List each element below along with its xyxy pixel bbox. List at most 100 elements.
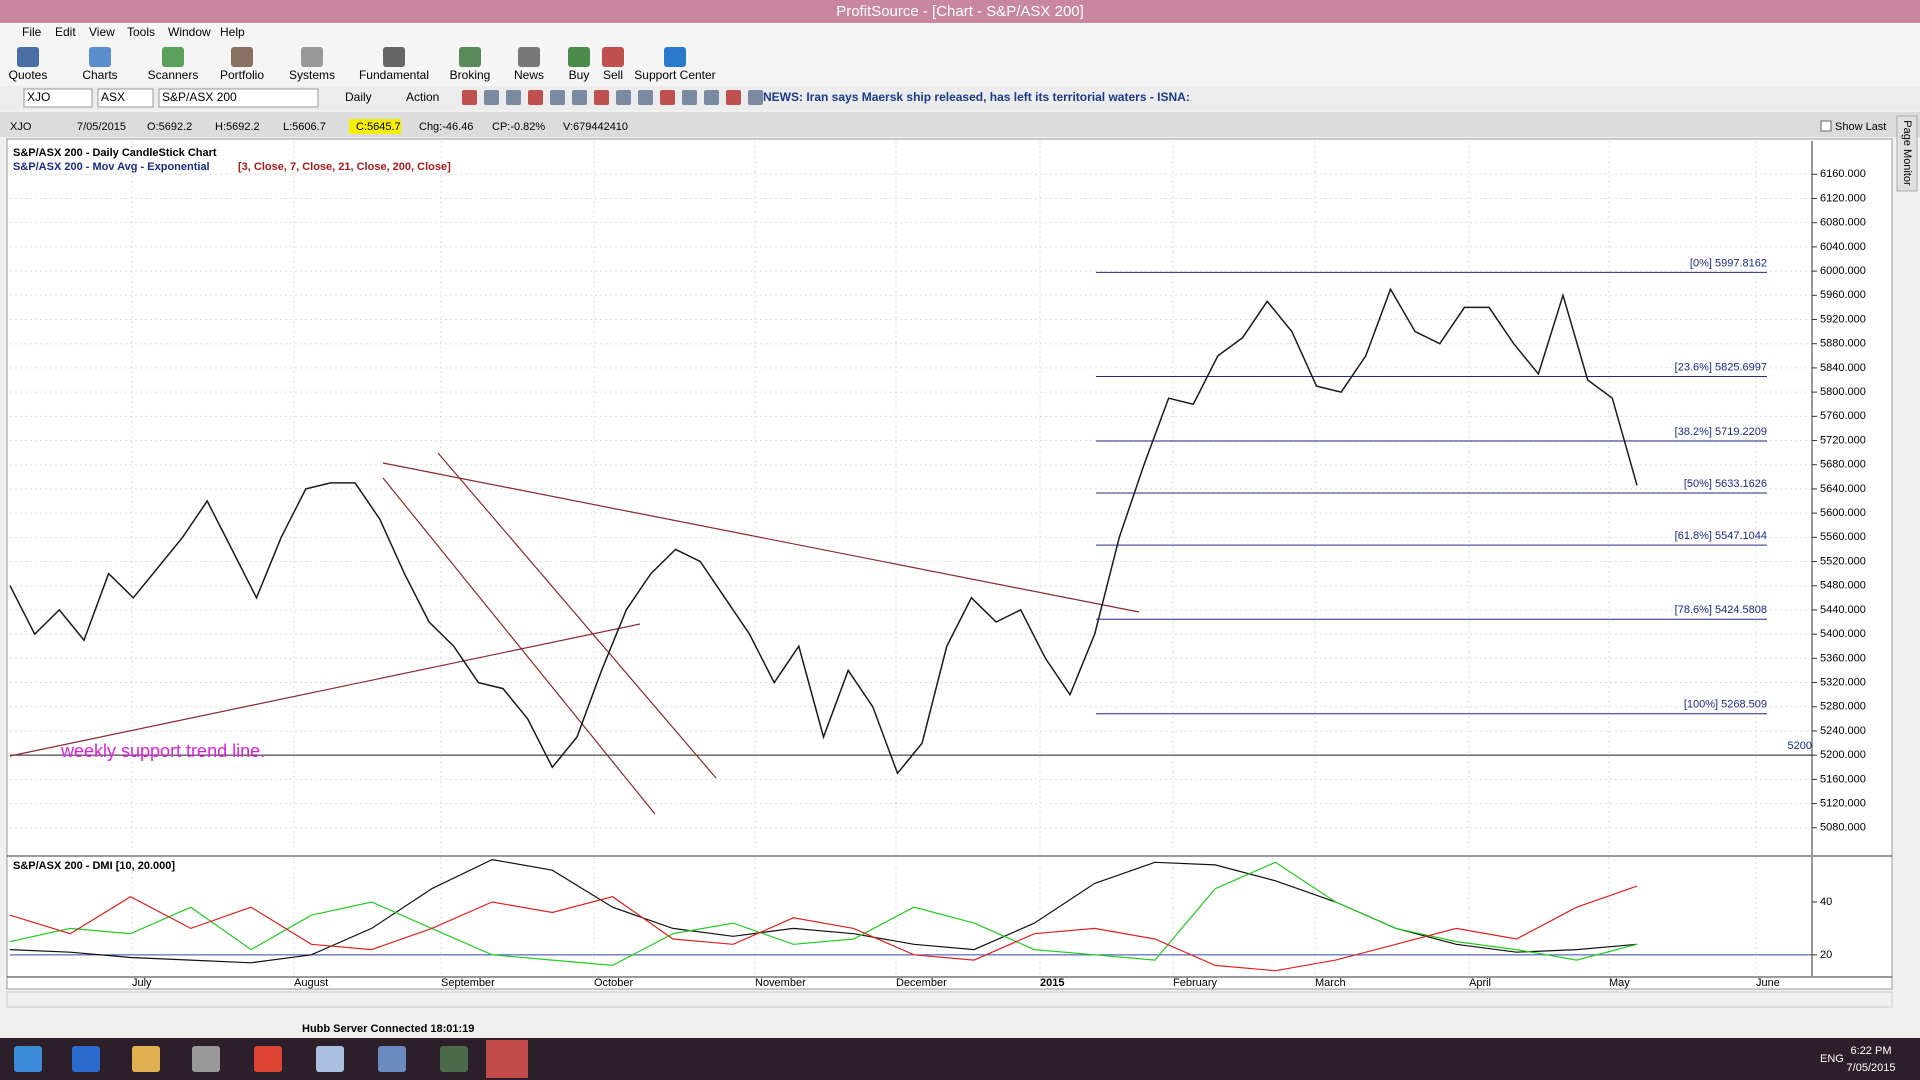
toolbar-icon[interactable] bbox=[17, 47, 39, 67]
support-label: 5200 bbox=[1788, 740, 1812, 752]
toolbar-label[interactable]: Sell bbox=[603, 68, 623, 82]
chart-title: S&P/ASX 200 - DMI [10, 20.000] bbox=[13, 860, 175, 872]
news-ticker[interactable]: NEWS: Iran says Maersk ship released, ha… bbox=[763, 90, 1190, 104]
taskbar bbox=[0, 1038, 1920, 1080]
trend-line bbox=[437, 452, 717, 779]
y-tick-label: 5840.000 bbox=[1820, 362, 1866, 374]
x-tick-label: February bbox=[1173, 977, 1218, 989]
taskbar-time: 6:22 PM bbox=[1851, 1045, 1892, 1057]
toolbar-icon[interactable] bbox=[459, 47, 481, 67]
toolbar-label[interactable]: Charts bbox=[82, 68, 117, 82]
toolbar-icon[interactable] bbox=[383, 47, 405, 67]
tool-icon[interactable] bbox=[484, 90, 499, 105]
toolbar-label[interactable]: Scanners bbox=[148, 68, 199, 82]
symbol-name[interactable]: S&P/ASX 200 bbox=[162, 90, 237, 104]
input-box[interactable] bbox=[158, 88, 319, 108]
input-box[interactable] bbox=[23, 88, 93, 108]
toolbar-icon[interactable] bbox=[568, 47, 590, 67]
y-tick-label: 5560.000 bbox=[1820, 531, 1866, 543]
tool-icon[interactable] bbox=[660, 90, 675, 105]
taskbar-app[interactable] bbox=[14, 1046, 42, 1072]
tool-icon[interactable] bbox=[704, 90, 719, 105]
taskbar-language: ENG bbox=[1820, 1053, 1844, 1065]
symbol-code[interactable]: XJO bbox=[27, 90, 50, 104]
y-tick-label: 5640.000 bbox=[1820, 483, 1866, 495]
period[interactable]: Daily bbox=[345, 90, 372, 104]
chart-title: S&P/ASX 200 - Daily CandleStick Chart bbox=[13, 147, 217, 159]
side-tab[interactable] bbox=[1896, 115, 1918, 192]
taskbar-app[interactable] bbox=[132, 1046, 160, 1072]
y-tick-label: 6160.000 bbox=[1820, 168, 1866, 180]
toolbar-icon[interactable] bbox=[162, 47, 184, 67]
x-tick-label: June bbox=[1756, 977, 1780, 989]
tool-icon[interactable] bbox=[726, 90, 741, 105]
tool-icon[interactable] bbox=[528, 90, 543, 105]
tool-icon[interactable] bbox=[638, 90, 653, 105]
tool-icon[interactable] bbox=[682, 90, 697, 105]
toolbar-label[interactable]: Broking bbox=[450, 68, 491, 82]
fib-label: [100%] 5268.509 bbox=[1684, 699, 1767, 711]
toolbar-icon[interactable] bbox=[664, 47, 686, 67]
taskbar-app[interactable] bbox=[440, 1046, 468, 1072]
toolbar-icon[interactable] bbox=[231, 47, 253, 67]
tool-icon[interactable] bbox=[572, 90, 587, 105]
exchange[interactable]: ASX bbox=[101, 90, 125, 104]
action[interactable]: Action bbox=[406, 90, 439, 104]
y-tick-label: 5400.000 bbox=[1820, 628, 1866, 640]
menu-item[interactable]: Window bbox=[168, 25, 211, 39]
toolbar-label[interactable]: Quotes bbox=[9, 68, 48, 82]
toolbar-label[interactable]: Support Center bbox=[634, 68, 715, 82]
taskbar-app[interactable] bbox=[192, 1046, 220, 1072]
scrollbar[interactable] bbox=[6, 991, 1893, 1008]
y-tick-label: 5160.000 bbox=[1820, 773, 1866, 785]
x-tick-label: May bbox=[1609, 977, 1630, 989]
menu-item[interactable]: Tools bbox=[127, 25, 155, 39]
info-bar bbox=[0, 112, 1920, 137]
y-tick-label: 5320.000 bbox=[1820, 676, 1866, 688]
toolbar-icon[interactable] bbox=[301, 47, 323, 67]
toolbar-label[interactable]: Fundamental bbox=[359, 68, 429, 82]
taskbar-app[interactable] bbox=[72, 1046, 100, 1072]
status-text: Hubb Server Connected 18:01:19 bbox=[302, 1023, 474, 1035]
taskbar-app[interactable] bbox=[254, 1046, 282, 1072]
menu-item[interactable]: File bbox=[22, 25, 42, 39]
toolbar-label[interactable]: Buy bbox=[569, 68, 590, 82]
tool-icon[interactable] bbox=[550, 90, 565, 105]
info-volume: V:679442410 bbox=[563, 121, 628, 133]
y-tick-label: 5720.000 bbox=[1820, 434, 1866, 446]
annotation: weekly support trend line. bbox=[60, 741, 265, 761]
price-line bbox=[9, 861, 1638, 967]
toolbar-icon[interactable] bbox=[89, 47, 111, 67]
chart-subtitle-params: [3, Close, 7, Close, 21, Close, 200, Clo… bbox=[238, 161, 451, 173]
y-tick-label: 5480.000 bbox=[1820, 580, 1866, 592]
trend-line bbox=[382, 462, 1140, 613]
side-tab-label[interactable]: Page Monitor bbox=[1901, 120, 1913, 186]
fib-label: [23.6%] 5825.6997 bbox=[1675, 361, 1767, 373]
status-bar bbox=[0, 1020, 1920, 1038]
tool-icon[interactable] bbox=[462, 90, 477, 105]
chart-subtitle: S&P/ASX 200 - Mov Avg - Exponential bbox=[13, 161, 210, 173]
tool-icon[interactable] bbox=[594, 90, 609, 105]
menu-item[interactable]: Edit bbox=[55, 25, 76, 39]
tool-icon[interactable] bbox=[748, 90, 763, 105]
taskbar-app[interactable] bbox=[378, 1046, 406, 1072]
toolbar-icon[interactable] bbox=[602, 47, 624, 67]
tool-icon[interactable] bbox=[616, 90, 631, 105]
toolbar-icon[interactable] bbox=[518, 47, 540, 67]
close-highlight bbox=[349, 119, 401, 134]
tool-icon[interactable] bbox=[506, 90, 521, 105]
input-box[interactable] bbox=[97, 88, 154, 108]
taskbar-app-active[interactable] bbox=[486, 1040, 528, 1078]
toolbar-label[interactable]: Systems bbox=[289, 68, 335, 82]
show-last[interactable]: Show Last bbox=[1835, 121, 1886, 133]
y-tick-label: 5960.000 bbox=[1820, 289, 1866, 301]
toolbar-label[interactable]: News bbox=[514, 68, 544, 82]
menu-item[interactable]: View bbox=[89, 25, 115, 39]
toolbar-label[interactable]: Portfolio bbox=[220, 68, 264, 82]
taskbar-app[interactable] bbox=[316, 1046, 344, 1072]
y-tick-label: 20 bbox=[1820, 949, 1832, 961]
show-last-check[interactable] bbox=[1820, 120, 1832, 132]
menu-item[interactable]: Help bbox=[220, 25, 245, 39]
y-tick-label: 40 bbox=[1820, 896, 1832, 908]
